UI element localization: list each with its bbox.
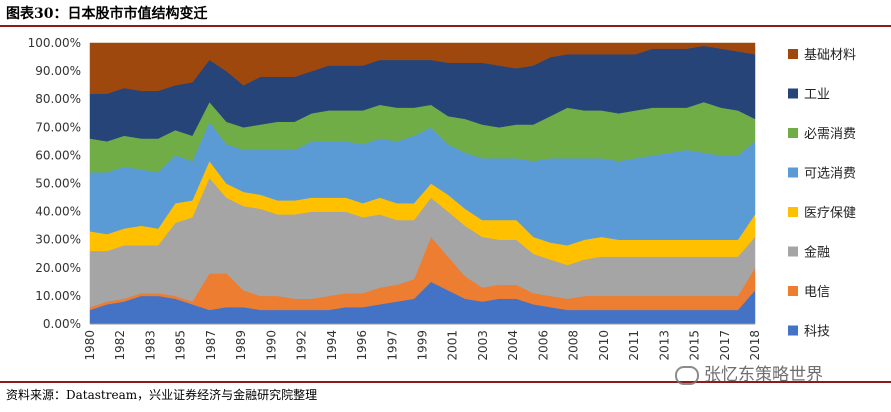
legend-swatch xyxy=(788,325,798,336)
watermark: 张忆东策略世界 xyxy=(675,360,823,385)
x-tick-label: 1989 xyxy=(234,330,248,361)
x-tick-label: 1996 xyxy=(355,330,369,361)
x-tick-label: 2008 xyxy=(567,330,581,361)
source-note: 资料来源：Datastream，兴业证券经济与金融研究院整理 xyxy=(6,388,318,402)
legend-swatch xyxy=(788,246,798,257)
legend-label: 必需消费 xyxy=(804,127,856,142)
legend-swatch xyxy=(788,88,798,99)
legend-label: 医疗保健 xyxy=(804,206,856,221)
chart-title: 图表30：日本股市市值结构变迁 xyxy=(6,6,208,22)
x-tick-label: 2018 xyxy=(748,330,762,361)
y-tick-label: 50.00% xyxy=(35,177,81,191)
wechat-icon xyxy=(675,365,699,385)
x-tick-label: 2004 xyxy=(506,330,520,361)
x-tick-label: 2017 xyxy=(718,330,732,361)
title-rule xyxy=(0,25,891,27)
y-tick-label: 90.00% xyxy=(35,64,81,78)
x-tick-label: 2011 xyxy=(627,330,641,361)
x-tick-label: 1992 xyxy=(295,330,309,361)
y-tick-label: 100.00% xyxy=(28,36,81,50)
legend-label: 电信 xyxy=(804,285,830,300)
x-axis: 1980 1982 1983 1985 1987 1989 1990 1992 1994 1996… xyxy=(83,323,762,361)
legend-label: 金融 xyxy=(804,245,830,261)
plot-areas xyxy=(89,42,756,325)
area-series-7 xyxy=(89,42,756,94)
x-tick-label: 1997 xyxy=(385,330,399,361)
legend-swatch xyxy=(788,207,798,217)
x-tick-label: 1980 xyxy=(83,330,97,361)
x-tick-label: 2013 xyxy=(657,330,671,361)
watermark-text: 张忆东策略世界 xyxy=(704,365,823,385)
x-tick-label: 2010 xyxy=(597,330,611,361)
legend-swatch xyxy=(788,286,798,296)
x-tick-label: 1999 xyxy=(416,330,430,361)
y-tick-label: 80.00% xyxy=(35,92,81,106)
y-tick-label: 40.00% xyxy=(35,205,81,219)
legend-label: 工业 xyxy=(804,88,830,103)
legend-swatch xyxy=(788,167,798,178)
y-tick-label: 20.00% xyxy=(35,261,81,275)
y-axis: 0.00% 10.00% 20.00% 30.00% 40.00% 50.00% 60.00… xyxy=(28,36,81,331)
x-tick-label: 1982 xyxy=(113,330,127,361)
y-tick-label: 0.00% xyxy=(43,317,81,331)
source-rule xyxy=(0,381,891,383)
y-tick-label: 70.00% xyxy=(35,120,81,134)
x-tick-label: 2001 xyxy=(446,330,460,361)
x-tick-label: 1985 xyxy=(174,330,188,361)
stacked-area-chart: 0.00% 10.00% 20.00% 30.00% 40.00% 50.00% 60.00… xyxy=(28,36,856,361)
y-tick-label: 60.00% xyxy=(35,148,81,162)
legend-swatch xyxy=(788,128,798,138)
y-tick-label: 10.00% xyxy=(35,289,81,303)
legend-label: 科技 xyxy=(804,325,830,340)
legend-swatch xyxy=(788,49,798,59)
x-tick-label: 1990 xyxy=(264,330,278,361)
legend-label: 可选消费 xyxy=(804,167,856,182)
x-tick-label: 2015 xyxy=(688,330,702,361)
legend-label: 基础材料 xyxy=(804,48,856,63)
x-tick-label: 2006 xyxy=(536,330,550,361)
x-tick-label: 2003 xyxy=(476,330,490,361)
x-tick-label: 1994 xyxy=(325,330,339,361)
x-tick-label: 1987 xyxy=(204,330,218,361)
x-tick-label: 1983 xyxy=(144,330,158,361)
y-tick-label: 30.00% xyxy=(35,233,81,247)
